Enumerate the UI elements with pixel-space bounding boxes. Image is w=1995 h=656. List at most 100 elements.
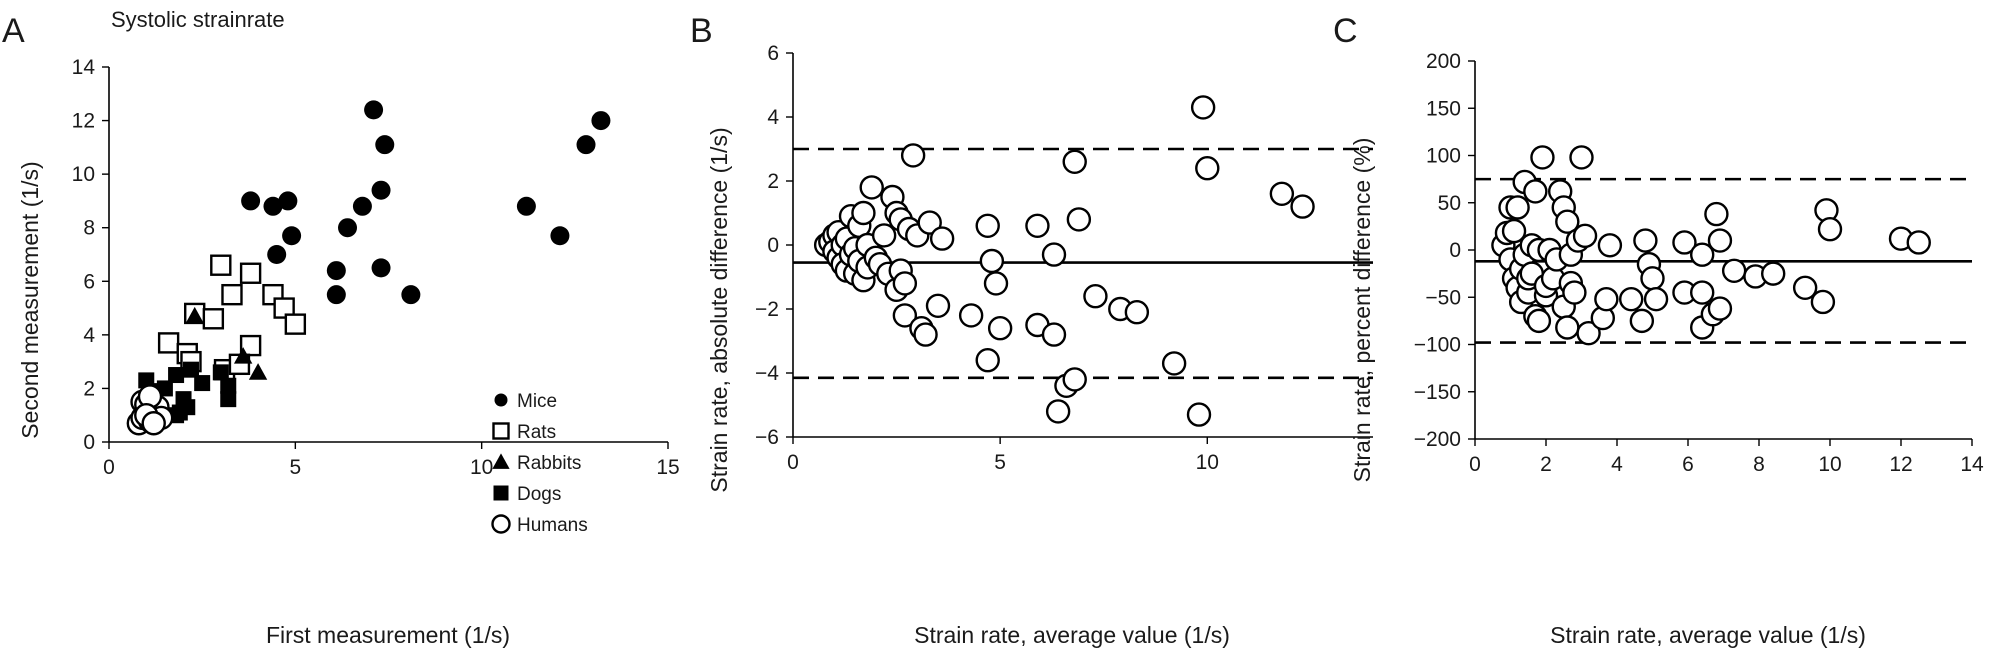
rats-point	[239, 334, 262, 357]
data-point	[1195, 155, 1220, 181]
y-tick-label: −150	[1414, 381, 1461, 404]
data-point	[900, 143, 926, 168]
x-tick-label: 0	[787, 451, 799, 474]
panel-a-letter: A	[2, 12, 25, 50]
data-point	[958, 303, 984, 328]
dogs-point	[179, 399, 196, 416]
data-point	[1792, 275, 1818, 300]
data-point	[1555, 315, 1580, 340]
y-tick-label: 0	[83, 431, 95, 454]
y-tick-label: 14	[72, 56, 96, 79]
panel-a-points	[126, 100, 611, 436]
rabbits-point	[185, 306, 204, 324]
data-point	[1672, 230, 1697, 255]
y-tick-label: 2	[83, 377, 95, 400]
panel-c-axes: −200 −150 −100 −50 0 50 100 150 200 0 2 4 6 8 10 12 14	[1414, 50, 1984, 476]
rats-point	[210, 254, 232, 276]
mice-point	[352, 196, 372, 216]
panel-b-points	[813, 95, 1315, 427]
data-point	[859, 175, 884, 200]
data-point	[1569, 145, 1594, 170]
dogs-point	[220, 377, 237, 394]
data-point	[1562, 280, 1587, 305]
mice-point	[576, 135, 596, 155]
x-tick-label: 0	[1469, 453, 1481, 476]
panel-a-axes: 0 2 4 6 8 10 12 14 0 5 10 15	[72, 56, 680, 479]
y-tick-label: 200	[1426, 50, 1461, 73]
y-tick-label: 100	[1426, 145, 1461, 168]
dogs-point	[168, 367, 185, 384]
data-point	[892, 271, 918, 296]
y-tick-label: 0	[767, 234, 779, 257]
panel-b-letter: B	[690, 12, 713, 50]
y-tick-label: 10	[72, 163, 95, 186]
x-tick-label: 15	[656, 456, 679, 479]
data-point	[1760, 261, 1786, 286]
data-point	[1269, 181, 1295, 207]
data-point	[1633, 228, 1658, 253]
rats-point	[157, 332, 180, 354]
legend-label-mice: Mice	[517, 391, 557, 412]
x-tick-label: 2	[1540, 453, 1552, 476]
mice-point	[550, 226, 570, 246]
rats-point	[273, 297, 295, 319]
mice-point	[326, 285, 346, 305]
data-point	[1083, 284, 1108, 309]
data-point	[1523, 179, 1548, 204]
data-point	[929, 226, 955, 251]
y-tick-label: 6	[767, 42, 779, 65]
panel-a-title: Systolic strainrate	[111, 7, 285, 32]
panel-a-y-axis-label: Second measurement (1/s)	[17, 161, 43, 438]
y-tick-label: 2	[767, 170, 779, 193]
data-point	[1161, 351, 1187, 376]
legend-marker-rabbits	[492, 453, 510, 469]
mice-point	[278, 191, 298, 211]
legend-marker-rats	[492, 422, 510, 440]
y-tick-label: −50	[1425, 286, 1461, 309]
dogs-point	[194, 375, 211, 392]
data-point	[1597, 233, 1623, 258]
legend-label-rabbits: Rabbits	[517, 453, 581, 474]
data-point	[851, 200, 876, 226]
data-point	[1062, 367, 1087, 392]
data-point	[925, 293, 951, 318]
x-tick-label: 10	[470, 456, 493, 479]
dogs-point	[212, 364, 229, 381]
y-tick-label: 0	[1449, 239, 1461, 262]
x-tick-label: 14	[1960, 453, 1984, 476]
data-point	[1505, 195, 1530, 220]
data-point	[1290, 194, 1315, 219]
humans-point	[141, 411, 166, 436]
data-point	[1124, 300, 1150, 325]
panel-c-points	[1491, 145, 1931, 346]
data-point	[1041, 322, 1067, 347]
data-point	[1906, 230, 1931, 255]
panel-a-x-axis-label: First measurement (1/s)	[266, 622, 510, 648]
dogs-point	[182, 361, 199, 378]
rats-point	[202, 308, 225, 330]
data-point	[913, 322, 938, 347]
mice-point	[267, 245, 287, 264]
x-tick-label: 5	[289, 456, 301, 479]
data-point	[1045, 399, 1071, 424]
data-point	[1576, 320, 1601, 346]
mice-point	[338, 218, 358, 238]
mice-point	[364, 100, 384, 120]
panel-b-y-axis-label: Strain rate, absolute difference (1/s)	[706, 127, 732, 492]
data-point	[975, 213, 1000, 239]
mice-point	[371, 180, 391, 200]
data-point	[871, 223, 897, 248]
y-tick-label: −100	[1414, 334, 1461, 357]
mice-point	[282, 226, 302, 246]
dogs-point	[220, 391, 237, 408]
data-point	[1066, 207, 1092, 232]
data-point	[1704, 201, 1729, 227]
panel-c-letter: C	[1333, 12, 1358, 50]
y-tick-label: −2	[755, 298, 779, 321]
data-point	[1707, 228, 1733, 253]
x-tick-label: 8	[1753, 453, 1765, 476]
y-tick-label: −200	[1414, 428, 1461, 451]
mice-point	[516, 196, 536, 216]
